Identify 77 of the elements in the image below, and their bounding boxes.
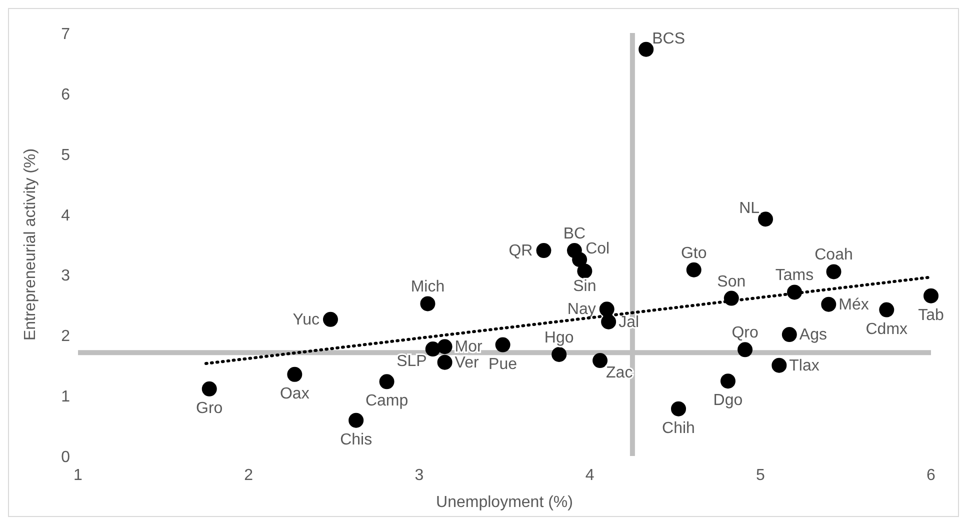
point [601,314,616,330]
point [552,346,567,362]
point [879,302,894,318]
series-label: Camp [365,392,408,410]
point [495,337,510,352]
x-axis-title: Unemployment (%) [436,494,573,511]
series-label: Qro [732,324,758,342]
point [202,381,217,396]
series-label: Chih [662,420,695,437]
series-label: Pue [488,356,518,373]
point [599,302,614,317]
series-label: BC [563,226,586,243]
point [379,374,394,390]
x-tick-label: 3 [414,467,424,484]
y-tick-label: 3 [61,268,70,285]
series-label: Oax [280,385,310,402]
point [821,296,836,312]
y-tick-label: 4 [61,207,70,224]
series-label: Tab [918,306,944,324]
point [826,264,842,280]
series-label: Ver [454,354,480,372]
y-tick-label: 2 [61,328,70,346]
point [738,342,753,358]
point [924,288,938,304]
x-tick-label: 2 [244,467,254,484]
point [572,252,588,268]
y-tick-label: 5 [61,146,70,164]
series-label: QR [508,242,533,260]
point [671,401,686,416]
series-label: Gto [680,244,707,262]
point [720,374,736,389]
x-tick-label: 4 [585,467,594,484]
series-label: Hgo [544,329,574,346]
series-label: Yuc [292,311,320,328]
point [420,296,436,312]
series-label: NL [739,200,760,218]
point [287,366,302,382]
series-label: Tlax [789,357,820,374]
series-label: Jal [618,314,640,331]
series-label: Tams [775,267,814,284]
point [536,243,552,258]
point [782,327,797,342]
x-tick-label: 1 [74,467,83,484]
point [348,412,364,428]
series-label: Nay [567,301,596,318]
y-tick-label: 7 [61,26,70,43]
series-label: Ags [799,326,827,344]
series-label: BCS [652,30,686,48]
series-label: SLP [396,353,427,370]
series-label: Gro [196,400,223,417]
series-label: Méx [838,296,869,314]
point [425,342,440,357]
series-label: Chis [340,431,372,448]
y-tick-label: 1 [61,388,70,406]
series-label: Son [717,273,746,290]
point [772,358,787,373]
point [577,264,592,279]
series-label: Mich [410,278,445,296]
series-label: Col [586,240,610,258]
series-label: Coah [814,246,853,264]
point [592,353,608,368]
series-label: Dgo [713,392,743,410]
x-tick-label: 5 [756,467,765,484]
point [638,42,654,57]
x-tick-label: 6 [926,467,936,484]
series-label: Sin [573,278,596,296]
series-label: Mor [454,338,484,356]
point [437,339,452,354]
point [437,354,452,370]
series-label: Zac [606,364,633,382]
point [686,262,702,278]
y-tick-label: 6 [61,86,70,104]
y-axis-title: Entrepreneurial activity (%) [22,148,39,341]
series-label: Cdmx [866,320,908,338]
y-tick-label: 0 [61,449,70,466]
point [758,212,774,227]
point [322,312,338,327]
